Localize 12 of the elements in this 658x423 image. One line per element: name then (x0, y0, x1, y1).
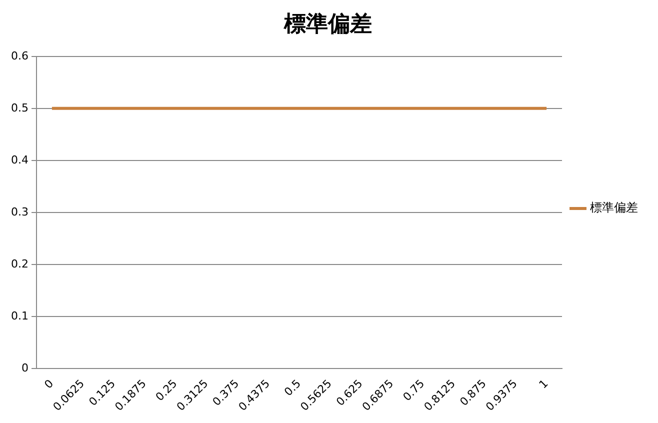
x-tick-label: 0 (42, 377, 56, 392)
y-tick-label: 0.4 (10, 153, 28, 166)
x-tick-label: 0.5 (282, 377, 304, 399)
y-tick-label: 0.2 (10, 257, 28, 270)
y-tick-label: 0 (21, 361, 28, 374)
legend-label: 標準偏差 (590, 200, 638, 215)
chart-title: 標準偏差 (283, 12, 372, 37)
y-tick-label: 0.1 (10, 309, 28, 322)
x-tick-label: 1 (536, 377, 551, 392)
y-tick-label: 0.6 (10, 49, 28, 62)
y-tick-label: 0.3 (10, 205, 28, 218)
y-tick-label: 0.5 (10, 101, 28, 114)
